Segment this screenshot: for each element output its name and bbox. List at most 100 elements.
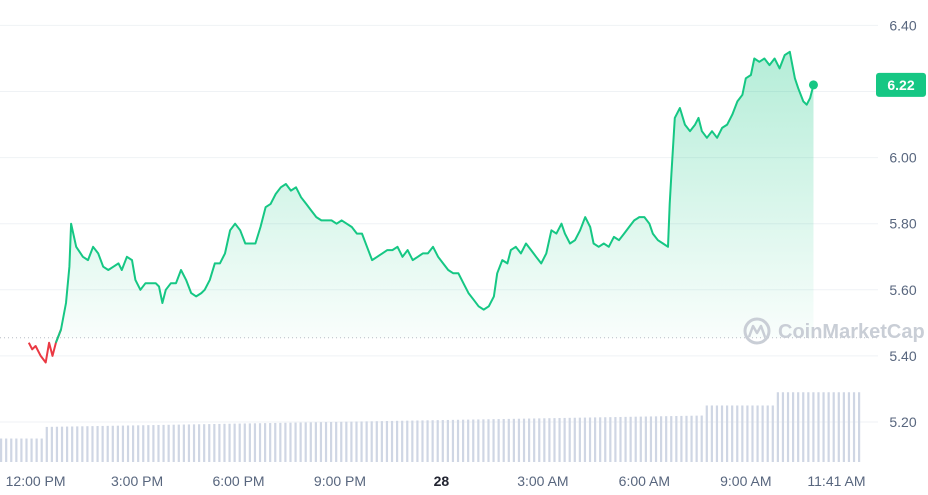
volume-bar xyxy=(507,418,510,462)
volume-bar xyxy=(390,420,394,462)
volume-bar xyxy=(258,423,262,462)
volume-bar xyxy=(522,418,526,462)
volume-bar xyxy=(233,423,236,462)
volume-bar xyxy=(25,438,28,462)
volume-bar xyxy=(172,424,175,462)
volume-bar xyxy=(264,423,267,462)
volume-bar xyxy=(741,405,744,462)
volume-bar xyxy=(847,392,851,462)
volume-bar xyxy=(837,392,840,462)
volume-bar xyxy=(269,423,272,462)
volume-bar xyxy=(766,405,769,462)
volume-bar xyxy=(715,405,719,462)
volume-bar xyxy=(624,416,627,462)
volume-bar xyxy=(649,416,653,462)
x-tick-label: 3:00 AM xyxy=(517,473,568,489)
volume-bar xyxy=(497,419,500,462)
volume-bar xyxy=(528,418,531,462)
volume-bar xyxy=(116,425,119,462)
volume-bar xyxy=(177,424,180,462)
volume-bar xyxy=(654,416,658,462)
volume-bar xyxy=(543,418,546,462)
volume-bar xyxy=(396,420,399,462)
volume-bar xyxy=(832,392,835,462)
volume-bar xyxy=(218,423,221,462)
volume-bar xyxy=(355,421,358,462)
volume-bar xyxy=(411,420,414,462)
volume-bar xyxy=(81,426,84,462)
volume-bar xyxy=(284,422,287,462)
volume-bar xyxy=(0,438,3,462)
volume-bar xyxy=(294,422,297,462)
volume-bar xyxy=(842,392,845,462)
volume-bar xyxy=(802,392,805,462)
volume-bar xyxy=(817,392,820,462)
price-area-fill xyxy=(55,51,814,343)
volume-bar xyxy=(121,425,125,462)
y-tick-label: 5.20 xyxy=(889,414,916,430)
volume-bar xyxy=(30,438,33,462)
volume-bar xyxy=(700,415,703,462)
price-area xyxy=(55,51,814,343)
volume-bar xyxy=(807,392,810,462)
price-line-up xyxy=(54,50,815,344)
volume-bar xyxy=(20,438,23,462)
volume-bar xyxy=(401,420,404,462)
volume-bar xyxy=(852,392,856,462)
volume-bar xyxy=(111,425,114,462)
volume-bar xyxy=(751,405,754,462)
volume-bar xyxy=(731,405,734,462)
volume-bar xyxy=(665,416,668,462)
volume-bar xyxy=(421,420,424,462)
watermark-text: CoinMarketCap xyxy=(778,321,925,343)
volume-bar xyxy=(736,405,739,462)
volume-bar xyxy=(15,438,18,462)
volume-bar xyxy=(487,419,490,462)
volume-bar xyxy=(319,422,323,462)
volume-bar xyxy=(192,424,196,462)
volume-bar xyxy=(304,422,307,462)
volume-bar xyxy=(162,424,165,462)
y-tick-label: 5.40 xyxy=(889,348,916,364)
price-line-down xyxy=(27,329,62,364)
volume-bar xyxy=(558,418,561,462)
volume-bar xyxy=(578,417,581,462)
volume-bar xyxy=(157,424,160,462)
volume-bar xyxy=(314,422,317,462)
volume-bar xyxy=(680,415,683,462)
volume-bar xyxy=(472,419,475,462)
volume-bar xyxy=(10,438,13,462)
x-tick-label: 9:00 AM xyxy=(720,473,771,489)
current-price-badge: 6.22 xyxy=(876,72,926,97)
volume-bar xyxy=(538,418,541,462)
volume-bar xyxy=(370,421,373,462)
volume-bar xyxy=(330,421,333,462)
volume-bar xyxy=(375,421,378,462)
x-tick-label: 12:00 PM xyxy=(6,473,66,489)
volume-bar xyxy=(406,420,409,462)
volume-bar xyxy=(426,420,429,462)
volume-bar xyxy=(5,438,8,462)
volume-bar xyxy=(309,422,312,462)
volume-bar xyxy=(350,421,353,462)
x-tick-label: 3:00 PM xyxy=(111,473,163,489)
volume-bar xyxy=(599,417,602,462)
volume-bar xyxy=(274,422,277,462)
volume-bar xyxy=(705,405,708,462)
volume-bar xyxy=(792,392,795,462)
volume-bar xyxy=(477,419,480,462)
volume-bar xyxy=(492,419,495,462)
volume-bar xyxy=(482,419,485,462)
volume-bar xyxy=(213,424,216,462)
volume-bar xyxy=(634,416,637,462)
volume-bar xyxy=(720,405,724,462)
volume-bar xyxy=(203,424,206,462)
volume-bar xyxy=(324,422,328,462)
y-tick-label: 6.00 xyxy=(889,150,916,166)
volume-bar xyxy=(142,425,145,462)
volume-bar xyxy=(685,415,688,462)
volume-bar xyxy=(609,417,612,462)
volume-bar xyxy=(502,418,505,462)
volume-bar xyxy=(60,426,64,462)
